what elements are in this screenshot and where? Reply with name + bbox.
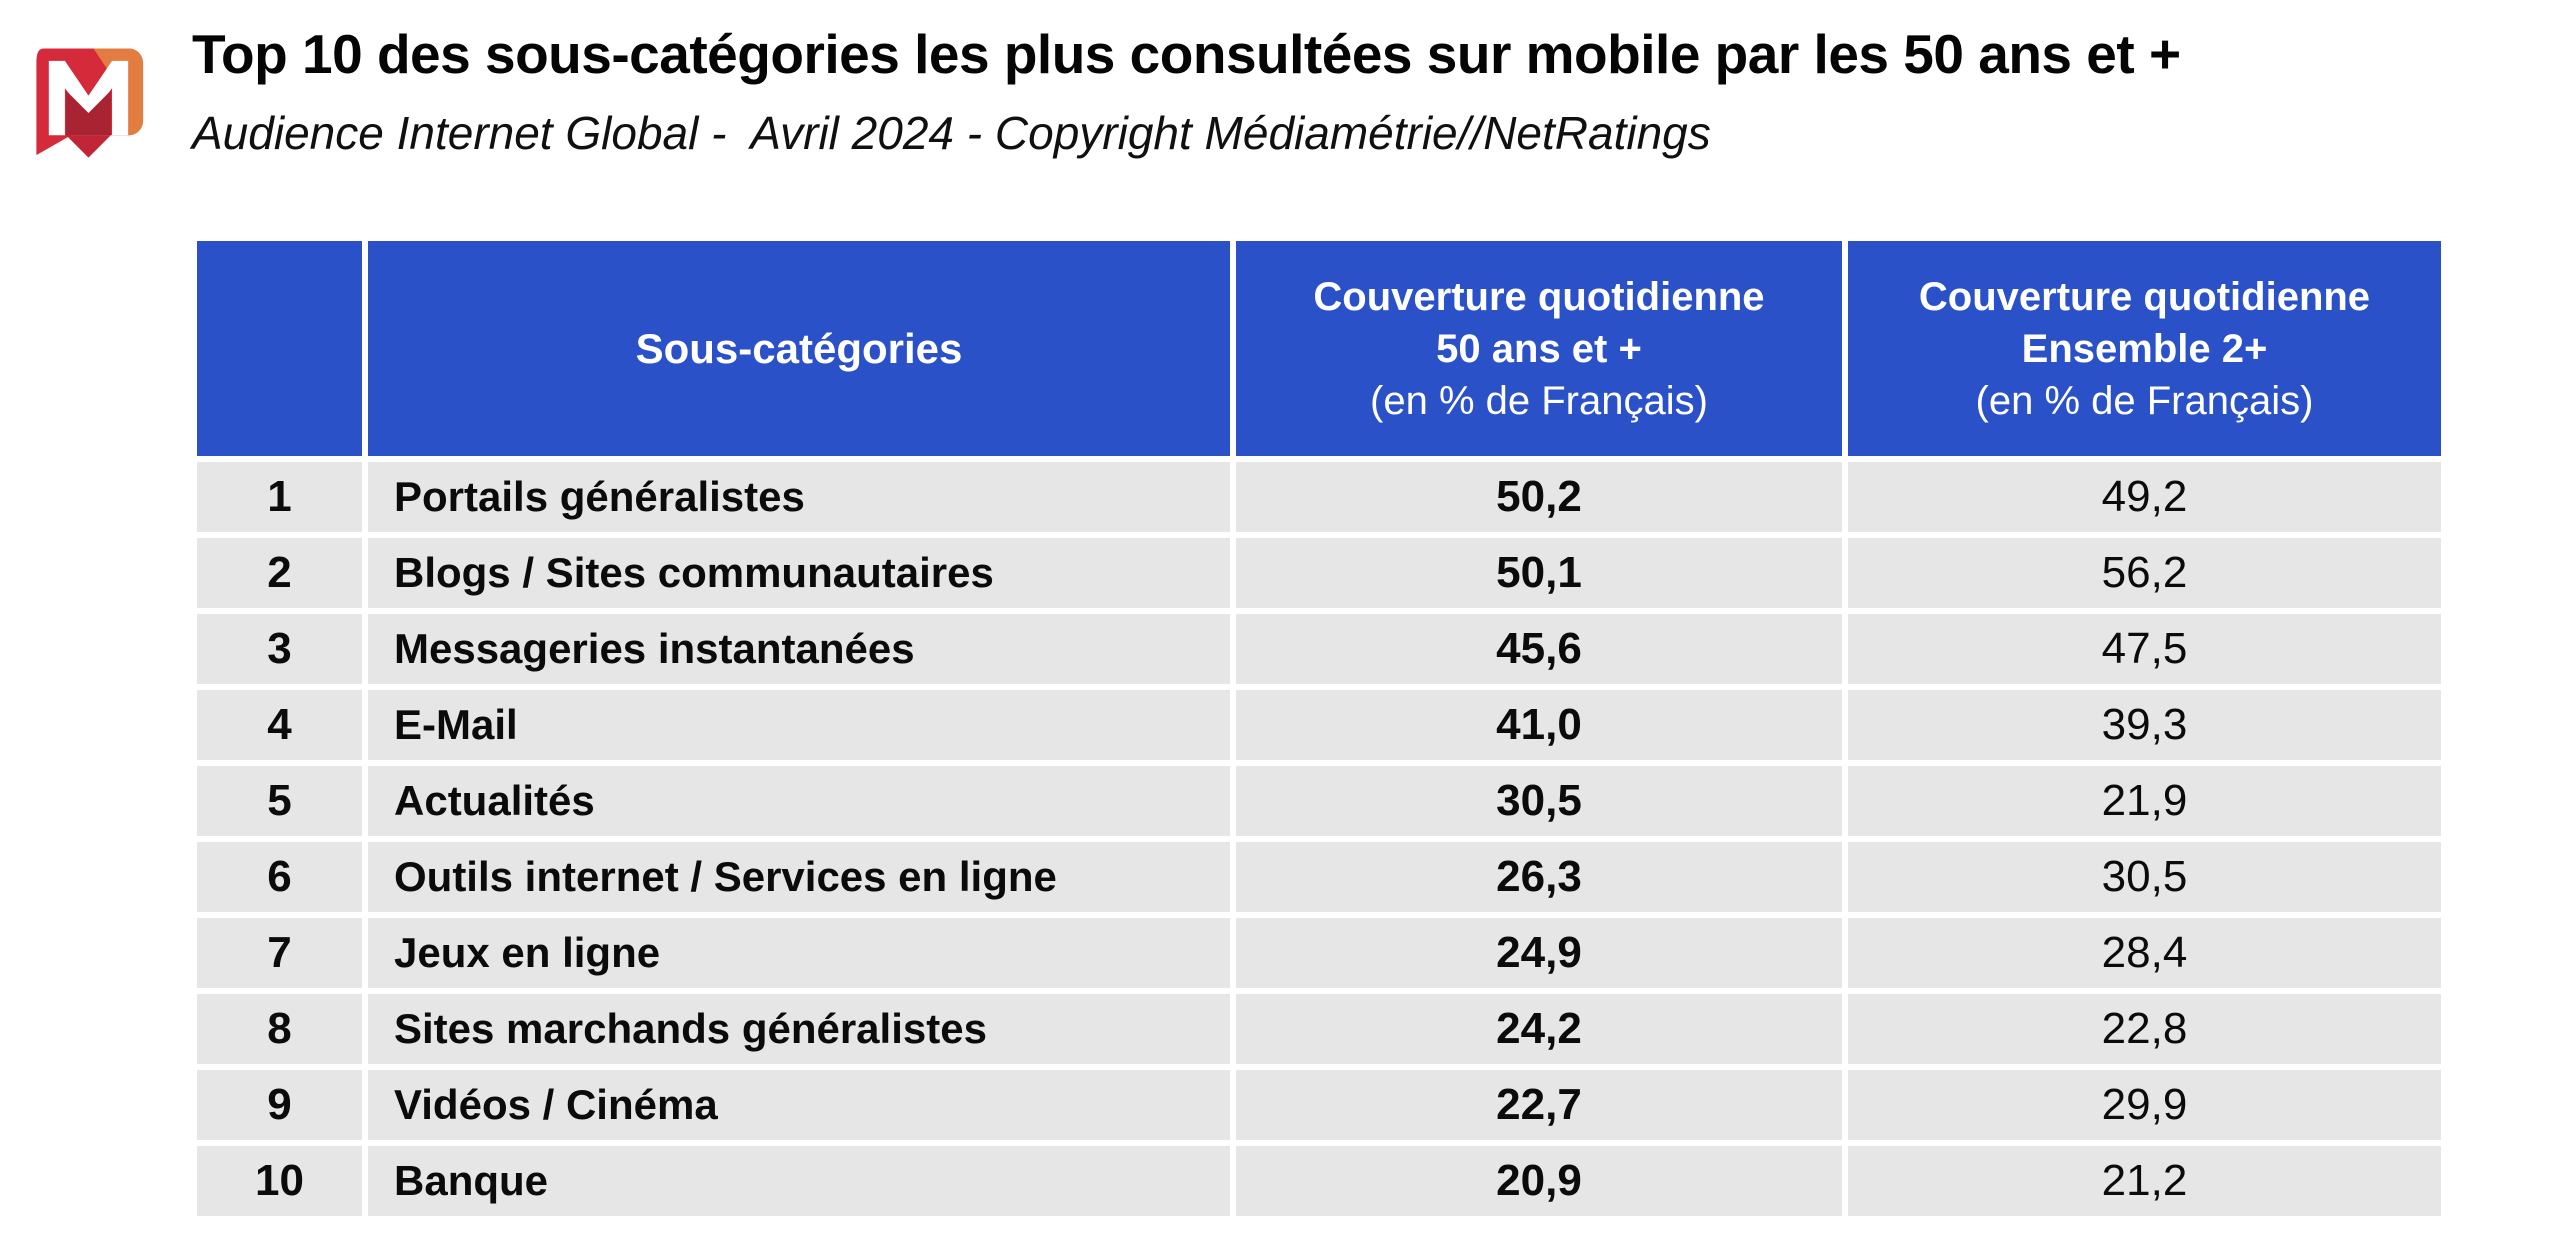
header-coverage-50plus-line2: 50 ans et + bbox=[1436, 326, 1642, 371]
category-cell: Banque bbox=[368, 1146, 1230, 1216]
table-row: 4 E-Mail 41,0 39,3 bbox=[197, 690, 2441, 760]
category-cell: Messageries instantanées bbox=[368, 614, 1230, 684]
coverage-50plus-cell: 22,7 bbox=[1236, 1070, 1842, 1140]
coverage-ensemble2plus-cell: 49,2 bbox=[1848, 462, 2441, 532]
rank-cell: 6 bbox=[197, 842, 362, 912]
header-coverage-ensemble2plus: Couverture quotidienne Ensemble 2+ (en %… bbox=[1848, 241, 2441, 456]
table-row: 8 Sites marchands généralistes 24,2 22,8 bbox=[197, 994, 2441, 1064]
table-row: 9 Vidéos / Cinéma 22,7 29,9 bbox=[197, 1070, 2441, 1140]
table-row: 3 Messageries instantanées 45,6 47,5 bbox=[197, 614, 2441, 684]
coverage-ensemble2plus-cell: 28,4 bbox=[1848, 918, 2441, 988]
rank-cell: 4 bbox=[197, 690, 362, 760]
coverage-50plus-cell: 30,5 bbox=[1236, 766, 1842, 836]
coverage-50plus-cell: 50,1 bbox=[1236, 538, 1842, 608]
category-cell: Vidéos / Cinéma bbox=[368, 1070, 1230, 1140]
table-row: 7 Jeux en ligne 24,9 28,4 bbox=[197, 918, 2441, 988]
rank-cell: 1 bbox=[197, 462, 362, 532]
header-coverage-ensemble2plus-line2: Ensemble 2+ bbox=[2021, 326, 2268, 371]
table-row: 1 Portails généralistes 50,2 49,2 bbox=[197, 462, 2441, 532]
table-row: 6 Outils internet / Services en ligne 26… bbox=[197, 842, 2441, 912]
header-coverage-50plus: Couverture quotidienne 50 ans et + (en %… bbox=[1236, 241, 1842, 456]
header-category: Sous-catégories bbox=[368, 241, 1230, 456]
rank-cell: 7 bbox=[197, 918, 362, 988]
category-cell: Actualités bbox=[368, 766, 1230, 836]
coverage-ensemble2plus-cell: 29,9 bbox=[1848, 1070, 2441, 1140]
header-coverage-50plus-line1: Couverture quotidienne bbox=[1313, 274, 1765, 319]
mediametrie-logo bbox=[24, 42, 148, 174]
header-coverage-ensemble2plus-line3: (en % de Français) bbox=[1975, 378, 2314, 423]
rank-cell: 10 bbox=[197, 1146, 362, 1216]
coverage-ensemble2plus-cell: 47,5 bbox=[1848, 614, 2441, 684]
rank-cell: 9 bbox=[197, 1070, 362, 1140]
page-subtitle: Audience Internet Global - Avril 2024 - … bbox=[192, 107, 1711, 159]
rank-cell: 3 bbox=[197, 614, 362, 684]
mediametrie-m-icon bbox=[36, 48, 144, 158]
page-title: Top 10 des sous-catégories les plus cons… bbox=[192, 23, 2181, 85]
coverage-50plus-cell: 24,9 bbox=[1236, 918, 1842, 988]
category-cell: Sites marchands généralistes bbox=[368, 994, 1230, 1064]
coverage-50plus-cell: 20,9 bbox=[1236, 1146, 1842, 1216]
top10-table: Sous-catégories Couverture quotidienne 5… bbox=[191, 235, 2447, 1222]
rank-cell: 2 bbox=[197, 538, 362, 608]
category-cell: Blogs / Sites communautaires bbox=[368, 538, 1230, 608]
table-header: Sous-catégories Couverture quotidienne 5… bbox=[197, 241, 2441, 456]
coverage-ensemble2plus-cell: 30,5 bbox=[1848, 842, 2441, 912]
coverage-ensemble2plus-cell: 22,8 bbox=[1848, 994, 2441, 1064]
category-cell: Outils internet / Services en ligne bbox=[368, 842, 1230, 912]
coverage-50plus-cell: 41,0 bbox=[1236, 690, 1842, 760]
header-coverage-ensemble2plus-line1: Couverture quotidienne bbox=[1918, 274, 2371, 319]
category-cell: Jeux en ligne bbox=[368, 918, 1230, 988]
category-cell: Portails généralistes bbox=[368, 462, 1230, 532]
header-rank bbox=[197, 241, 362, 456]
rank-cell: 5 bbox=[197, 766, 362, 836]
coverage-50plus-cell: 50,2 bbox=[1236, 462, 1842, 532]
coverage-50plus-cell: 26,3 bbox=[1236, 842, 1842, 912]
coverage-ensemble2plus-cell: 21,2 bbox=[1848, 1146, 2441, 1216]
table-row: 2 Blogs / Sites communautaires 50,1 56,2 bbox=[197, 538, 2441, 608]
coverage-ensemble2plus-cell: 56,2 bbox=[1848, 538, 2441, 608]
rank-cell: 8 bbox=[197, 994, 362, 1064]
coverage-50plus-cell: 24,2 bbox=[1236, 994, 1842, 1064]
coverage-ensemble2plus-cell: 39,3 bbox=[1848, 690, 2441, 760]
coverage-ensemble2plus-cell: 21,9 bbox=[1848, 766, 2441, 836]
coverage-50plus-cell: 45,6 bbox=[1236, 614, 1842, 684]
table-row: 10 Banque 20,9 21,2 bbox=[197, 1146, 2441, 1216]
category-cell: E-Mail bbox=[368, 690, 1230, 760]
table-row: 5 Actualités 30,5 21,9 bbox=[197, 766, 2441, 836]
header-coverage-50plus-line3: (en % de Français) bbox=[1370, 378, 1708, 423]
header-category-label: Sous-catégories bbox=[635, 324, 963, 372]
